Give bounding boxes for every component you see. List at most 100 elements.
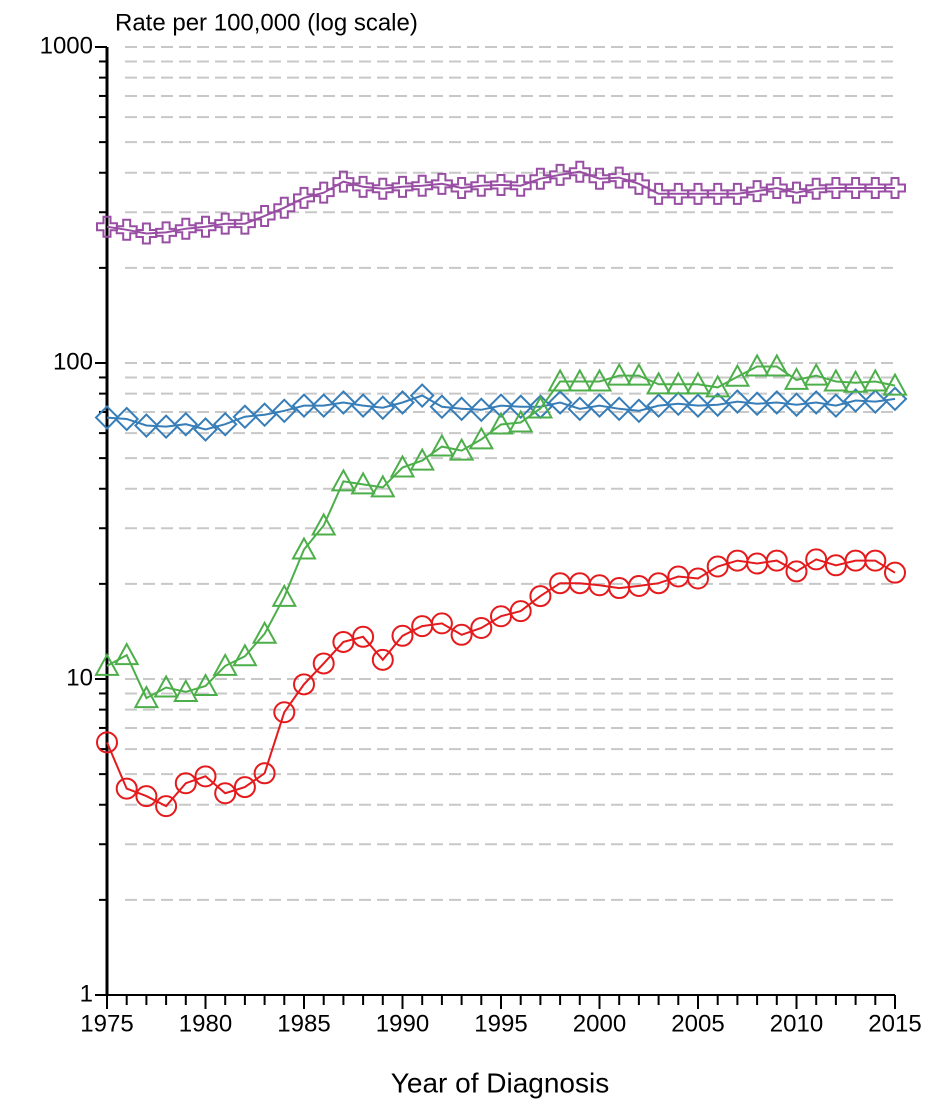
marker (192, 672, 219, 697)
marker (174, 217, 197, 240)
marker (744, 391, 770, 417)
marker (291, 536, 317, 560)
marker (371, 177, 394, 200)
marker (429, 433, 455, 457)
marker (133, 413, 159, 438)
marker (214, 212, 237, 235)
marker (882, 372, 908, 396)
marker (253, 204, 276, 227)
marker (429, 394, 455, 420)
marker (488, 393, 514, 419)
marker (133, 685, 160, 709)
marker (606, 396, 632, 422)
marker (430, 172, 453, 195)
marker (232, 643, 258, 667)
marker (706, 555, 729, 578)
marker (252, 402, 278, 428)
marker (253, 762, 276, 785)
marker (586, 368, 613, 392)
marker (350, 393, 376, 419)
marker (864, 176, 887, 199)
marker (194, 765, 217, 788)
marker (371, 648, 394, 671)
marker (350, 471, 376, 495)
marker (567, 368, 593, 392)
marker (450, 176, 473, 199)
marker (626, 398, 652, 424)
x-tick-label: 1990 (376, 1010, 429, 1037)
marker (864, 549, 887, 572)
marker (645, 371, 672, 395)
marker (330, 390, 356, 415)
marker (785, 560, 808, 583)
marker (706, 182, 729, 205)
marker (293, 673, 315, 696)
x-axis-label: Year of Diagnosis (391, 1067, 609, 1098)
series-line (106, 558, 896, 808)
axes: 1 10 100 1000 1975 1980 1985 1990 1995 2000 2005 20… (40, 32, 922, 1037)
marker (529, 167, 552, 190)
marker (844, 176, 867, 199)
marker (391, 624, 414, 647)
chart-title: Rate per 100,000 (log scale) (115, 9, 418, 36)
marker (665, 371, 691, 395)
marker (115, 218, 138, 241)
marker (527, 395, 554, 419)
marker (212, 411, 238, 437)
marker (291, 393, 317, 419)
marker (626, 362, 652, 386)
x-tick-label: 1995 (474, 1010, 527, 1037)
marker (370, 474, 396, 498)
marker (764, 353, 790, 377)
marker (389, 454, 416, 478)
marker (330, 468, 357, 492)
marker (884, 176, 906, 199)
marker (647, 572, 670, 595)
marker (115, 777, 138, 800)
marker (744, 353, 770, 377)
marker (685, 393, 711, 419)
marker (606, 362, 632, 386)
marker (803, 390, 829, 415)
marker (549, 163, 572, 186)
marker (470, 617, 493, 640)
marker (784, 392, 809, 418)
marker (627, 172, 650, 195)
marker (568, 160, 591, 183)
marker (155, 221, 178, 244)
x-tick-label: 1985 (277, 1010, 330, 1037)
marker (608, 166, 631, 189)
marker (312, 181, 335, 204)
plot-area (94, 160, 908, 818)
marker (687, 567, 709, 590)
marker (588, 167, 611, 190)
grid (125, 46, 895, 901)
marker (448, 437, 475, 461)
x-tick-label: 2010 (770, 1010, 823, 1037)
marker (370, 395, 396, 421)
marker (587, 393, 612, 419)
marker (862, 368, 888, 392)
marker (765, 176, 788, 199)
marker (114, 642, 140, 666)
marker (232, 404, 258, 430)
marker (173, 411, 199, 437)
marker (94, 405, 120, 430)
marker (311, 512, 337, 536)
marker (409, 383, 435, 408)
marker (173, 678, 199, 702)
marker (332, 170, 355, 193)
marker (726, 182, 749, 205)
y-tick-label: 1000 (40, 32, 93, 59)
marker (665, 391, 691, 417)
marker (805, 548, 828, 571)
marker (94, 652, 120, 676)
marker (135, 785, 158, 808)
marker (842, 369, 869, 393)
marker (764, 390, 790, 415)
marker (251, 620, 278, 644)
marker (783, 366, 810, 390)
marker (174, 772, 197, 795)
marker (765, 549, 788, 572)
marker (884, 561, 906, 584)
